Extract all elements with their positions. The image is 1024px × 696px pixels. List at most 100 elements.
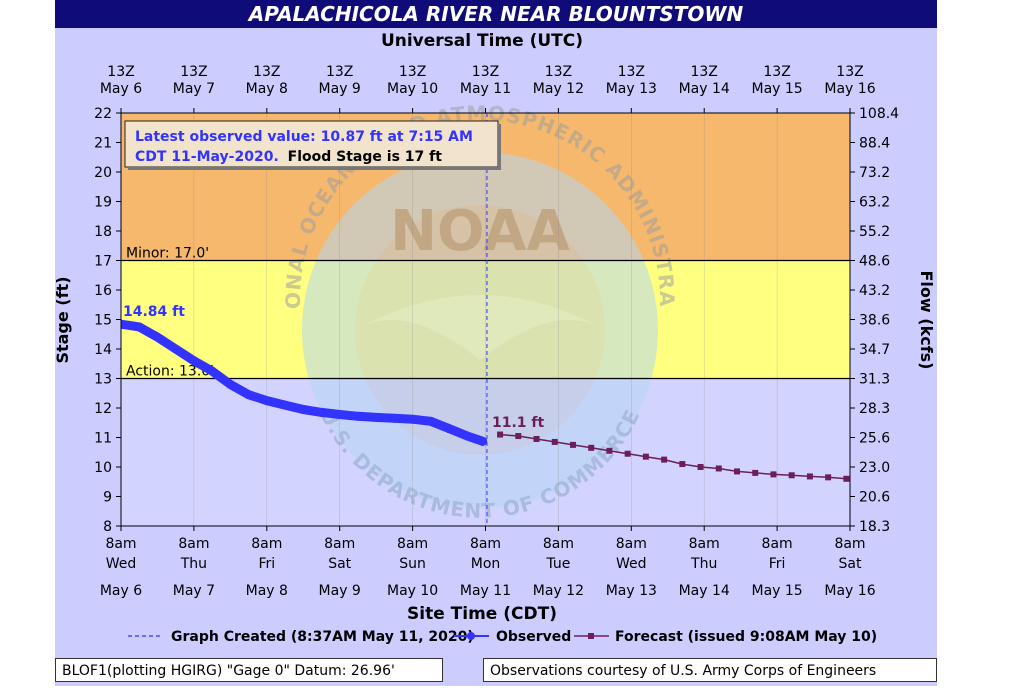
observed-point xyxy=(426,416,436,426)
y2-tick-label: 88.4 xyxy=(859,136,890,152)
y-tick-label: 9 xyxy=(103,490,112,506)
observed-point xyxy=(371,412,381,422)
x-tick-date: May 13 xyxy=(606,583,657,599)
forecast-point xyxy=(843,475,850,482)
info-line-2b: Flood Stage is 17 ft xyxy=(288,149,443,165)
observed-point xyxy=(478,436,488,446)
y-tick-label: 10 xyxy=(94,460,112,476)
svg-text:CDT 11-May-2020. Flood: CDT 11-May-2020. Flood Stage is 17 ft xyxy=(135,149,442,165)
y-tick-label: 15 xyxy=(94,313,112,329)
x-tick-day: Mon xyxy=(471,556,501,572)
series xyxy=(121,319,850,482)
y-tick-label: 13 xyxy=(94,372,112,388)
forecast-point xyxy=(624,450,631,457)
top-tick-time: 13Z xyxy=(253,64,280,80)
forecast-value-label: 11.1 ft xyxy=(492,415,545,431)
top-tick-date: May 9 xyxy=(319,81,361,97)
observed-point xyxy=(389,413,399,423)
forecast-line xyxy=(500,433,847,480)
forecast-point xyxy=(697,464,704,470)
x-tick-day: Fri xyxy=(769,556,786,572)
x-tick-date: May 9 xyxy=(319,583,361,599)
top-axis-title: Universal Time (UTC) xyxy=(381,31,583,51)
x-tick-date: May 10 xyxy=(387,583,438,599)
forecast-point xyxy=(825,474,832,481)
legend: Graph Created (8:37AM May 11, 2020) Obse… xyxy=(128,629,877,645)
top-tick-date: May 7 xyxy=(173,81,215,97)
observed-point xyxy=(462,431,472,441)
top-tick-time: 13Z xyxy=(545,64,572,80)
observed-point xyxy=(225,379,235,389)
observed-point xyxy=(152,332,162,342)
observed-point xyxy=(353,411,363,421)
info-box: Latest observed value: 10.87 ft at 7:15 … xyxy=(124,120,501,170)
forecast-point xyxy=(734,468,741,475)
observed-point xyxy=(335,409,345,419)
y-tick-label: 12 xyxy=(94,401,112,417)
y2-tick-label: 63.2 xyxy=(859,195,890,211)
x-tick-hour: 8am xyxy=(251,536,282,552)
x-tick-hour: 8am xyxy=(105,536,136,552)
top-tick-time: 13Z xyxy=(618,64,645,80)
top-tick-time: 13Z xyxy=(836,64,863,80)
y-tick-label: 14 xyxy=(94,342,112,358)
x-tick-day: Thu xyxy=(180,556,207,572)
bottom-margin xyxy=(55,686,937,696)
x-tick-date: May 14 xyxy=(679,583,730,599)
observed-point xyxy=(280,400,290,410)
hydrograph-chart: NOAA NATIONAL OCEANIC AND ATMOSPHERIC AD… xyxy=(55,0,936,645)
forecast-point xyxy=(715,465,722,472)
x-tick-hour: 8am xyxy=(689,536,720,552)
top-tick-date: May 6 xyxy=(100,81,142,97)
x-tick-day: Thu xyxy=(690,556,717,572)
top-tick-time: 13Z xyxy=(690,64,717,80)
x-tick-hour: 8am xyxy=(324,536,355,552)
threshold-label: Action: 13.0' xyxy=(126,364,214,380)
observed-point xyxy=(444,424,454,434)
y2-tick-label: 23.0 xyxy=(859,460,890,476)
title-bar: APALACHICOLA RIVER NEAR BLOUNTSTOWN xyxy=(55,0,937,28)
x-tick-date: May 15 xyxy=(751,583,802,599)
x-tick-date: May 16 xyxy=(824,583,875,599)
observations-credit-box: Observations courtesy of U.S. Army Corps… xyxy=(483,658,937,682)
top-tick-time: 13Z xyxy=(399,64,426,80)
top-tick-time: 13Z xyxy=(763,64,790,80)
x-tick-hour: 8am xyxy=(397,536,428,552)
top-tick-date: May 15 xyxy=(751,81,802,97)
y-tick-label: 8 xyxy=(103,519,112,535)
legend-observed-label: Observed xyxy=(496,629,571,645)
observed-point xyxy=(262,396,272,406)
top-tick-date: May 8 xyxy=(246,81,288,97)
top-tick-time: 13Z xyxy=(326,64,353,80)
top-tick-date: May 16 xyxy=(824,81,875,97)
x-tick-day: Wed xyxy=(616,556,647,572)
top-tick-date: May 14 xyxy=(679,81,730,97)
forecast-point xyxy=(551,438,558,445)
y-tick-label: 11 xyxy=(94,431,112,447)
y2-tick-label: 34.7 xyxy=(859,342,890,358)
info-line-1: Latest observed value: 10.87 ft at 7:15 … xyxy=(135,129,473,145)
forecast-point xyxy=(588,444,595,451)
y-tick-label: 17 xyxy=(94,254,112,270)
y-tick-label: 16 xyxy=(94,283,112,299)
observed-point xyxy=(171,344,181,354)
y-tick-label: 21 xyxy=(94,136,112,152)
x-tick-day: Sat xyxy=(328,556,351,572)
forecast-point xyxy=(770,471,777,478)
observed-point xyxy=(298,404,308,414)
observed-point xyxy=(121,319,126,329)
forecast-point xyxy=(661,456,668,463)
observed-point xyxy=(189,356,199,366)
y2-tick-label: 25.6 xyxy=(859,431,890,447)
observed-point xyxy=(244,390,254,400)
legend-observed-marker xyxy=(467,632,475,640)
x-tick-date: May 7 xyxy=(173,583,215,599)
x-tick-hour: 8am xyxy=(834,536,865,552)
y-tick-label: 20 xyxy=(94,165,112,181)
x-tick-hour: 8am xyxy=(470,536,501,552)
observed-point xyxy=(207,366,217,376)
forecast-point xyxy=(752,469,759,476)
forecast-point xyxy=(679,461,686,468)
x-tick-hour: 8am xyxy=(178,536,209,552)
top-tick-time: 13Z xyxy=(180,64,207,80)
